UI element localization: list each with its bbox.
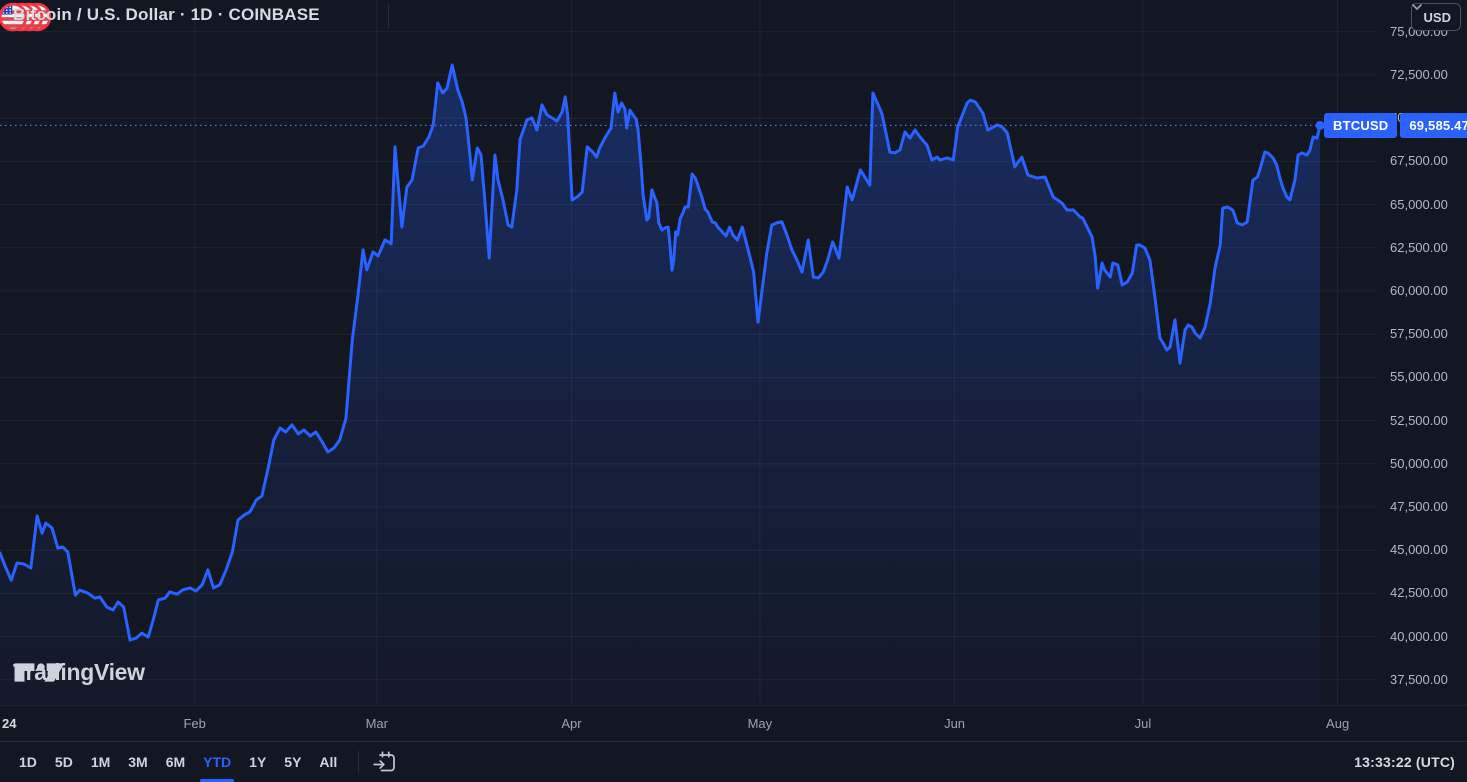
time-axis-month-label: Aug <box>1326 716 1350 731</box>
chart-canvas[interactable] <box>0 0 1467 705</box>
bottom-toolbar: 1D 5D 1M 3M 6M YTD 1Y 5Y All 13:33:22 (UTC) <box>0 741 1467 782</box>
price-badge-symbol: BTCUSD <box>1324 112 1398 138</box>
currency-dropdown[interactable]: USD <box>1410 3 1461 31</box>
range-button-1y[interactable]: 1Y <box>241 749 274 775</box>
chart-pane[interactable]: Bitcoin / U.S. Dollar · 1D · COINBASE US… <box>0 0 1467 705</box>
tradingview-logo-icon <box>14 663 65 682</box>
range-button-5d[interactable]: 5D <box>47 749 81 775</box>
price-axis-label: 62,500.00 <box>1390 239 1448 255</box>
price-axis-label: 60,000.00 <box>1390 283 1448 298</box>
price-axis-label: 57,500.00 <box>1390 326 1448 342</box>
time-axis-month-label: Jul <box>1134 716 1152 731</box>
time-axis-month-label: May <box>747 716 773 731</box>
toolbar-divider <box>358 751 360 773</box>
goto-date-calendar-icon <box>373 751 396 772</box>
range-button-3m[interactable]: 3M <box>120 749 155 775</box>
range-button-1d[interactable]: 1D <box>11 749 45 775</box>
tradingview-logo-text: TradingView <box>13 659 145 685</box>
range-button-all[interactable]: All <box>311 749 345 775</box>
price-axis-label: 45,000.00 <box>1390 542 1448 558</box>
time-axis-month-label: Apr <box>561 716 582 731</box>
currency-value: USD <box>1423 9 1451 25</box>
time-axis-year-label: 24 <box>2 716 17 731</box>
price-badge-value: 69,585.47 <box>1400 112 1467 138</box>
symbol-title[interactable]: Bitcoin / U.S. Dollar · 1D · COINBASE <box>13 5 320 24</box>
price-axis-label: 67,500.00 <box>1390 153 1448 169</box>
clock[interactable]: 13:33:22 (UTC) <box>1354 754 1455 770</box>
last-price-dot <box>1315 120 1325 130</box>
price-axis-label: 52,500.00 <box>1390 412 1448 428</box>
price-axis[interactable]: 75,000.0072,500.0070,000.0067,500.0065,0… <box>1377 0 1467 705</box>
price-axis-label: 65,000.00 <box>1390 196 1448 212</box>
time-axis-month-label: Feb <box>183 716 206 731</box>
price-area-fill <box>0 65 1321 705</box>
current-price-badge[interactable]: BTCUSD 69,585.47 <box>1324 112 1467 138</box>
price-axis-label: 50,000.00 <box>1390 455 1448 471</box>
price-axis-label: 55,000.00 <box>1390 369 1448 385</box>
price-line <box>0 63 1322 642</box>
price-axis-label: 40,000.00 <box>1390 628 1448 644</box>
price-axis-label: 72,500.00 <box>1390 67 1448 82</box>
time-axis-month-label: Jun <box>944 716 966 731</box>
range-button-6m[interactable]: 6M <box>158 749 193 775</box>
time-axis-month-label: Mar <box>365 716 388 731</box>
header-divider <box>388 4 389 28</box>
price-axis-label: 42,500.00 <box>1390 585 1448 601</box>
range-button-1m[interactable]: 1M <box>83 749 118 775</box>
price-axis-label: 47,500.00 <box>1390 499 1448 514</box>
time-axis[interactable]: 24 Feb Mar Apr May Jun Jul Aug <box>0 705 1467 742</box>
range-button-ytd[interactable]: YTD <box>195 749 239 782</box>
range-button-5y[interactable]: 5Y <box>276 749 309 775</box>
tradingview-logo[interactable]: TradingView <box>13 659 145 686</box>
chevron-down-icon <box>1411 4 1422 10</box>
range-buttons: 1D 5D 1M 3M 6M YTD 1Y 5Y All <box>10 749 346 782</box>
goto-date-button[interactable] <box>369 746 401 778</box>
price-axis-label: 37,500.00 <box>1390 671 1448 687</box>
